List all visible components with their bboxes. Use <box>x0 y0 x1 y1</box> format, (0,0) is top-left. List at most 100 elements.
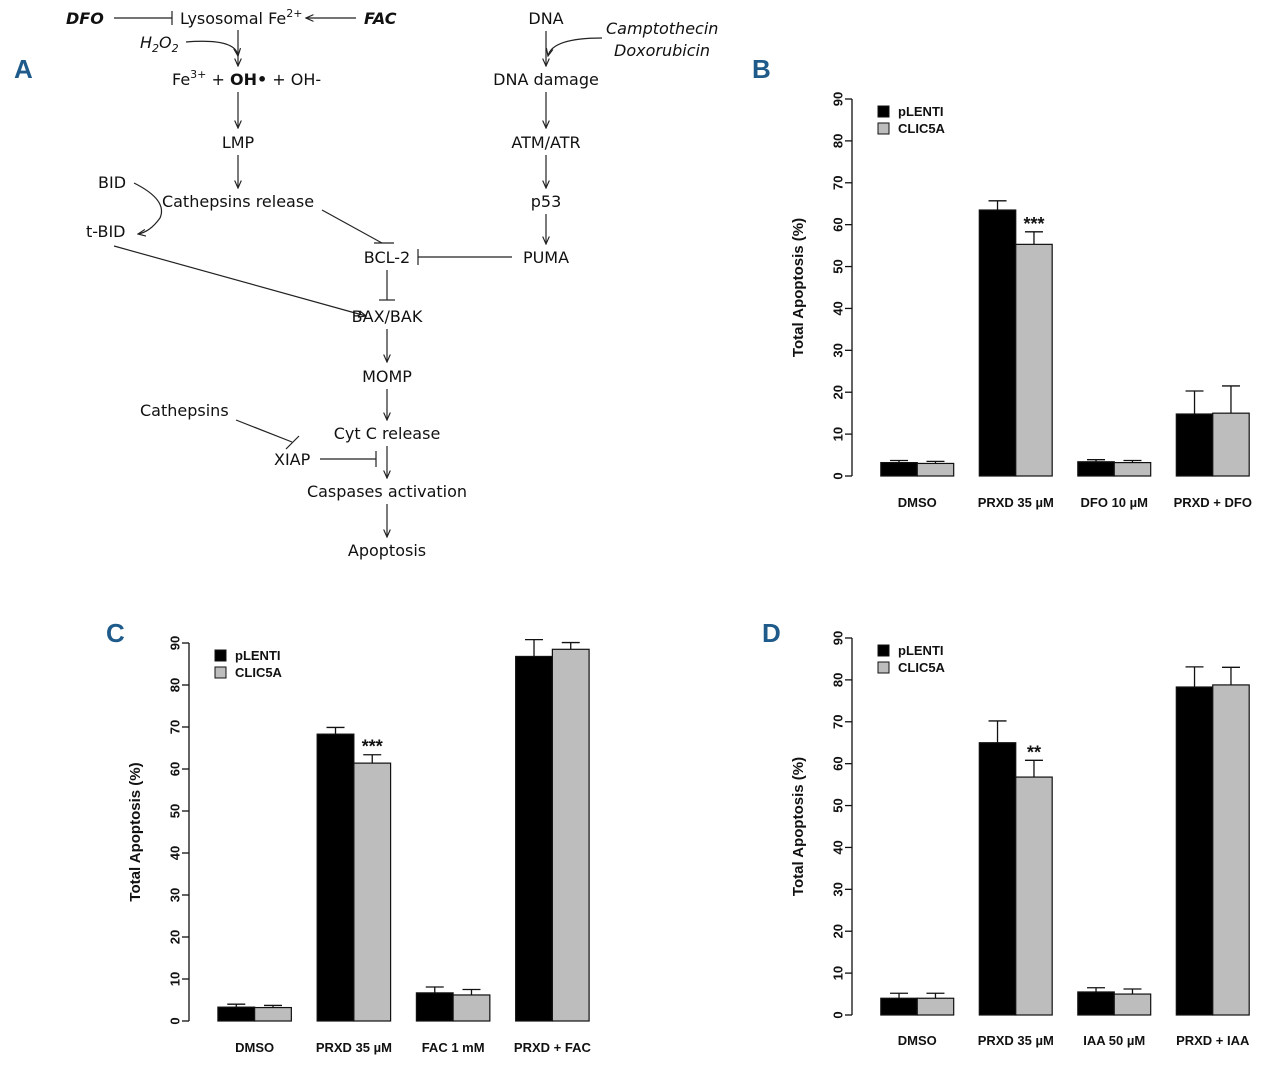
bar-plenti <box>515 655 553 1022</box>
node-camptothecin: Camptothecin <box>606 19 718 38</box>
pathway-diagram: A DFO Lysosomal Fe2+ FAC H2O2 Fe3+ + OH•… <box>14 7 718 560</box>
y-tick-label: 70 <box>168 720 183 734</box>
bar-clic5a <box>1015 776 1053 1016</box>
category-label: DMSO <box>235 1040 274 1055</box>
node-fac: FAC <box>364 9 397 28</box>
panel-label-c: C <box>106 618 125 648</box>
legend-swatch-clic5a <box>214 666 227 679</box>
bar-plenti <box>316 733 355 1022</box>
y-tick-label: 30 <box>831 343 846 357</box>
legend-label-clic5a: CLIC5A <box>235 665 283 680</box>
node-bid: BID <box>98 173 126 192</box>
bar-plenti <box>1077 461 1115 477</box>
chart-panel-b: 0 10 20 30 40 50 60 70 80 90 Total Apoptosis (%) DM… <box>790 92 1252 510</box>
bar-clic5a <box>916 462 955 477</box>
significance-marker: *** <box>362 737 383 757</box>
bar-plenti <box>978 742 1017 1016</box>
bar-clic5a <box>254 1006 292 1022</box>
bar-clic5a <box>353 762 392 1022</box>
bar-plenti <box>978 209 1017 477</box>
y-tick-label: 90 <box>831 92 846 106</box>
arrow-h2o2 <box>185 40 238 56</box>
node-bcl2: BCL-2 <box>364 248 410 267</box>
y-tick-label: 50 <box>831 798 846 812</box>
legend-label-plenti: pLENTI <box>898 104 944 119</box>
y-tick-label: 80 <box>831 134 846 148</box>
node-baxbak: BAX/BAK <box>352 307 423 326</box>
category-label: PRXD 35 µM <box>978 1033 1054 1048</box>
node-puma: PUMA <box>523 248 569 267</box>
inhibit-line-cathepsins <box>321 209 383 244</box>
node-momp: MOMP <box>362 367 412 386</box>
category-label: PRXD + FAC <box>514 1040 592 1055</box>
y-tick-label: 20 <box>831 385 846 399</box>
y-tick-label: 90 <box>168 636 183 650</box>
y-tick-label: 10 <box>168 972 183 986</box>
y-tick-label: 90 <box>831 631 846 645</box>
bar-plenti <box>1175 413 1214 477</box>
significance-marker: *** <box>1023 214 1044 234</box>
y-tick-label: 20 <box>168 930 183 944</box>
category-label: PRXD + IAA <box>1176 1033 1250 1048</box>
panel-label-d: D <box>762 618 781 648</box>
y-tick-label: 0 <box>168 1017 183 1024</box>
y-tick-label: 80 <box>168 678 183 692</box>
arrow-drugs <box>548 37 603 56</box>
bar-clic5a <box>1212 684 1250 1016</box>
y-tick-label: 20 <box>831 924 846 938</box>
bar-plenti <box>880 997 918 1016</box>
legend-swatch-plenti <box>214 649 227 662</box>
node-tbid: t-BID <box>86 222 126 241</box>
y-tick-label: 60 <box>831 756 846 770</box>
bar-clic5a <box>452 994 491 1022</box>
node-xiap: XIAP <box>274 450 311 469</box>
node-dna: DNA <box>528 9 563 28</box>
category-label: DMSO <box>898 1033 937 1048</box>
y-tick-label: 70 <box>831 715 846 729</box>
y-tick-label: 60 <box>831 217 846 231</box>
inhibit-bar-cathepsins-xiap <box>285 435 300 450</box>
node-lysosomal-fe: Lysosomal Fe2+ <box>180 7 302 28</box>
node-dna-damage: DNA damage <box>493 70 599 89</box>
node-atm-atr: ATM/ATR <box>511 133 580 152</box>
bar-plenti <box>1077 991 1115 1016</box>
panel-label-a: A <box>14 54 33 84</box>
node-cytc: Cyt C release <box>334 424 441 443</box>
inhibit-line-cathepsins-xiap <box>235 419 293 443</box>
y-axis-label: Total Apoptosis (%) <box>127 762 144 901</box>
bar-plenti <box>415 992 454 1022</box>
bar-clic5a <box>551 648 590 1022</box>
node-apoptosis: Apoptosis <box>348 541 426 560</box>
panel-label-b: B <box>752 54 771 84</box>
node-cathepsins-release: Cathepsins release <box>162 192 314 211</box>
y-tick-label: 30 <box>831 882 846 896</box>
bar-plenti <box>880 461 918 477</box>
category-label: PRXD 35 µM <box>316 1040 392 1055</box>
y-tick-label: 40 <box>831 301 846 315</box>
category-label: PRXD + DFO <box>1174 495 1252 510</box>
node-fe3-oh: Fe3+ + OH• + OH- <box>172 68 321 89</box>
y-tick-label: 10 <box>831 427 846 441</box>
node-p53: p53 <box>531 192 562 211</box>
category-label: PRXD 35 µM <box>978 495 1054 510</box>
bar-plenti <box>217 1006 256 1022</box>
y-tick-label: 30 <box>168 888 183 902</box>
legend-label-clic5a: CLIC5A <box>898 121 946 136</box>
significance-marker: ** <box>1027 742 1041 762</box>
bar-clic5a <box>916 997 955 1016</box>
node-doxorubicin: Doxorubicin <box>614 41 710 60</box>
y-tick-label: 80 <box>831 673 846 687</box>
y-tick-label: 0 <box>831 472 846 479</box>
node-caspases: Caspases activation <box>307 482 467 501</box>
y-tick-label: 70 <box>831 176 846 190</box>
bar-clic5a <box>1212 412 1250 477</box>
y-tick-label: 50 <box>831 259 846 273</box>
y-tick-label: 10 <box>831 966 846 980</box>
legend-swatch-plenti <box>877 105 890 118</box>
node-h2o2: H2O2 <box>140 33 179 55</box>
node-cathepsins: Cathepsins <box>140 401 229 420</box>
y-tick-label: 40 <box>168 846 183 860</box>
category-label: FAC 1 mM <box>422 1040 485 1055</box>
bar-clic5a <box>1015 243 1053 477</box>
